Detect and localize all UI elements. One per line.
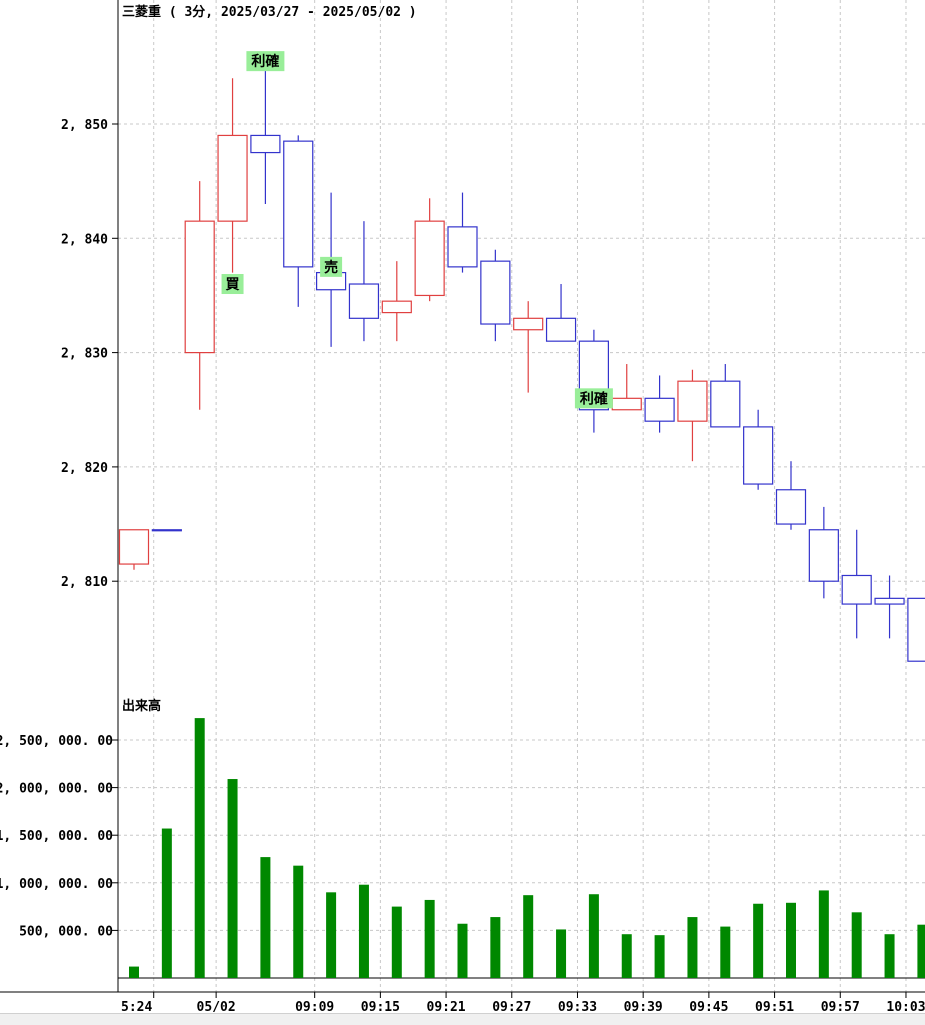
candle: [415, 198, 444, 301]
candle: [842, 530, 871, 639]
volume-tick-label: 2, 000, 000. 00: [0, 782, 113, 797]
volume-bar: [195, 718, 205, 978]
candle-body: [547, 318, 576, 341]
candle: [514, 301, 543, 392]
price-tick-label: 2, 820: [61, 461, 108, 476]
volume-bar: [589, 894, 599, 978]
volume-bar: [687, 917, 697, 978]
volume-axis: 500, 000. 00 1, 000, 000. 00 1, 500, 000. …: [0, 734, 118, 939]
volume-bar: [129, 967, 139, 978]
volume-bars: [129, 718, 925, 978]
candle-body: [284, 141, 313, 267]
candle: [382, 261, 411, 341]
candle-body: [185, 221, 214, 352]
candle-body: [842, 575, 871, 604]
candle-body: [415, 221, 444, 295]
volume-bar: [260, 857, 270, 978]
price-tick-label: 2, 810: [61, 575, 108, 590]
candle: [448, 193, 477, 273]
candle: [185, 181, 214, 410]
trade-marker-label: 買: [226, 277, 241, 293]
volume-bar: [293, 866, 303, 978]
candle-body: [448, 227, 477, 267]
trade-marker-label: 利確: [251, 53, 279, 70]
candle: [120, 530, 149, 570]
volume-bar: [786, 903, 796, 978]
candle: [218, 78, 247, 272]
candle: [711, 364, 740, 427]
volume-bar: [326, 892, 336, 978]
candle-body: [481, 261, 510, 324]
volume-bar: [819, 890, 829, 978]
candle: [645, 375, 674, 432]
candle: [251, 67, 280, 204]
volume-bar: [458, 924, 468, 978]
trade-marker: 売: [320, 257, 342, 277]
candle-body: [875, 598, 904, 604]
chart-title: 三菱重 ( 3分, 2025/03/27 - 2025/05/02 ): [122, 4, 417, 20]
candle-body: [152, 530, 181, 531]
candle-body: [120, 530, 149, 564]
candle: [809, 507, 838, 598]
volume-bar: [720, 927, 730, 978]
candle: [744, 410, 773, 490]
volume-bar: [622, 934, 632, 978]
candle: [481, 250, 510, 341]
volume-bar: [425, 900, 435, 978]
candle-body: [251, 135, 280, 152]
candle-body: [908, 598, 925, 661]
candle-body: [514, 318, 543, 329]
candle: [152, 530, 181, 531]
volume-bar: [359, 885, 369, 978]
candle-body: [744, 427, 773, 484]
trade-marker: 利確: [246, 51, 284, 71]
candle-body: [678, 381, 707, 421]
volume-tick-label: 1, 000, 000. 00: [0, 877, 113, 892]
volume-bar: [556, 929, 566, 978]
volume-bar: [228, 779, 238, 978]
volume-bar: [917, 925, 925, 978]
candle: [547, 284, 576, 341]
volume-bar: [753, 904, 763, 978]
trade-marker: 利確: [575, 388, 613, 408]
volume-bar: [490, 917, 500, 978]
price-axis: 2, 810 2, 820 2, 830 2, 840 2, 850: [61, 118, 118, 590]
trade-marker-label: 利確: [580, 390, 608, 407]
candle: [908, 598, 925, 661]
candle: [777, 461, 806, 530]
candle: [612, 364, 641, 410]
volume-label: 出来高: [122, 698, 161, 714]
price-tick-label: 2, 830: [61, 347, 108, 362]
candle: [579, 330, 608, 433]
price-tick-label: 2, 840: [61, 232, 108, 247]
trade-marker: 買: [222, 274, 244, 294]
price-tick-label: 2, 850: [61, 118, 108, 133]
candle: [875, 575, 904, 638]
volume-tick-label: 500, 000. 00: [19, 924, 113, 939]
candle-body: [349, 284, 378, 318]
candles: [120, 67, 925, 661]
candle-body: [809, 530, 838, 581]
candle-body: [218, 135, 247, 221]
candle: [678, 370, 707, 461]
horizontal-scrollbar[interactable]: [0, 1013, 925, 1025]
candle-body: [612, 398, 641, 409]
candle-body: [777, 490, 806, 524]
candle: [349, 221, 378, 341]
volume-bar: [885, 934, 895, 978]
candle-body: [382, 301, 411, 312]
volume-bar: [852, 912, 862, 978]
volume-bar: [392, 907, 402, 978]
candle-body: [711, 381, 740, 427]
volume-tick-label: 1, 500, 000. 00: [0, 829, 113, 844]
volume-tick-label: 2, 500, 000. 00: [0, 734, 113, 749]
volume-bar: [523, 895, 533, 978]
candle-body: [645, 398, 674, 421]
volume-bar: [162, 829, 172, 978]
trade-marker-label: 売: [324, 259, 338, 276]
candle: [284, 135, 313, 306]
volume-bar: [655, 935, 665, 978]
